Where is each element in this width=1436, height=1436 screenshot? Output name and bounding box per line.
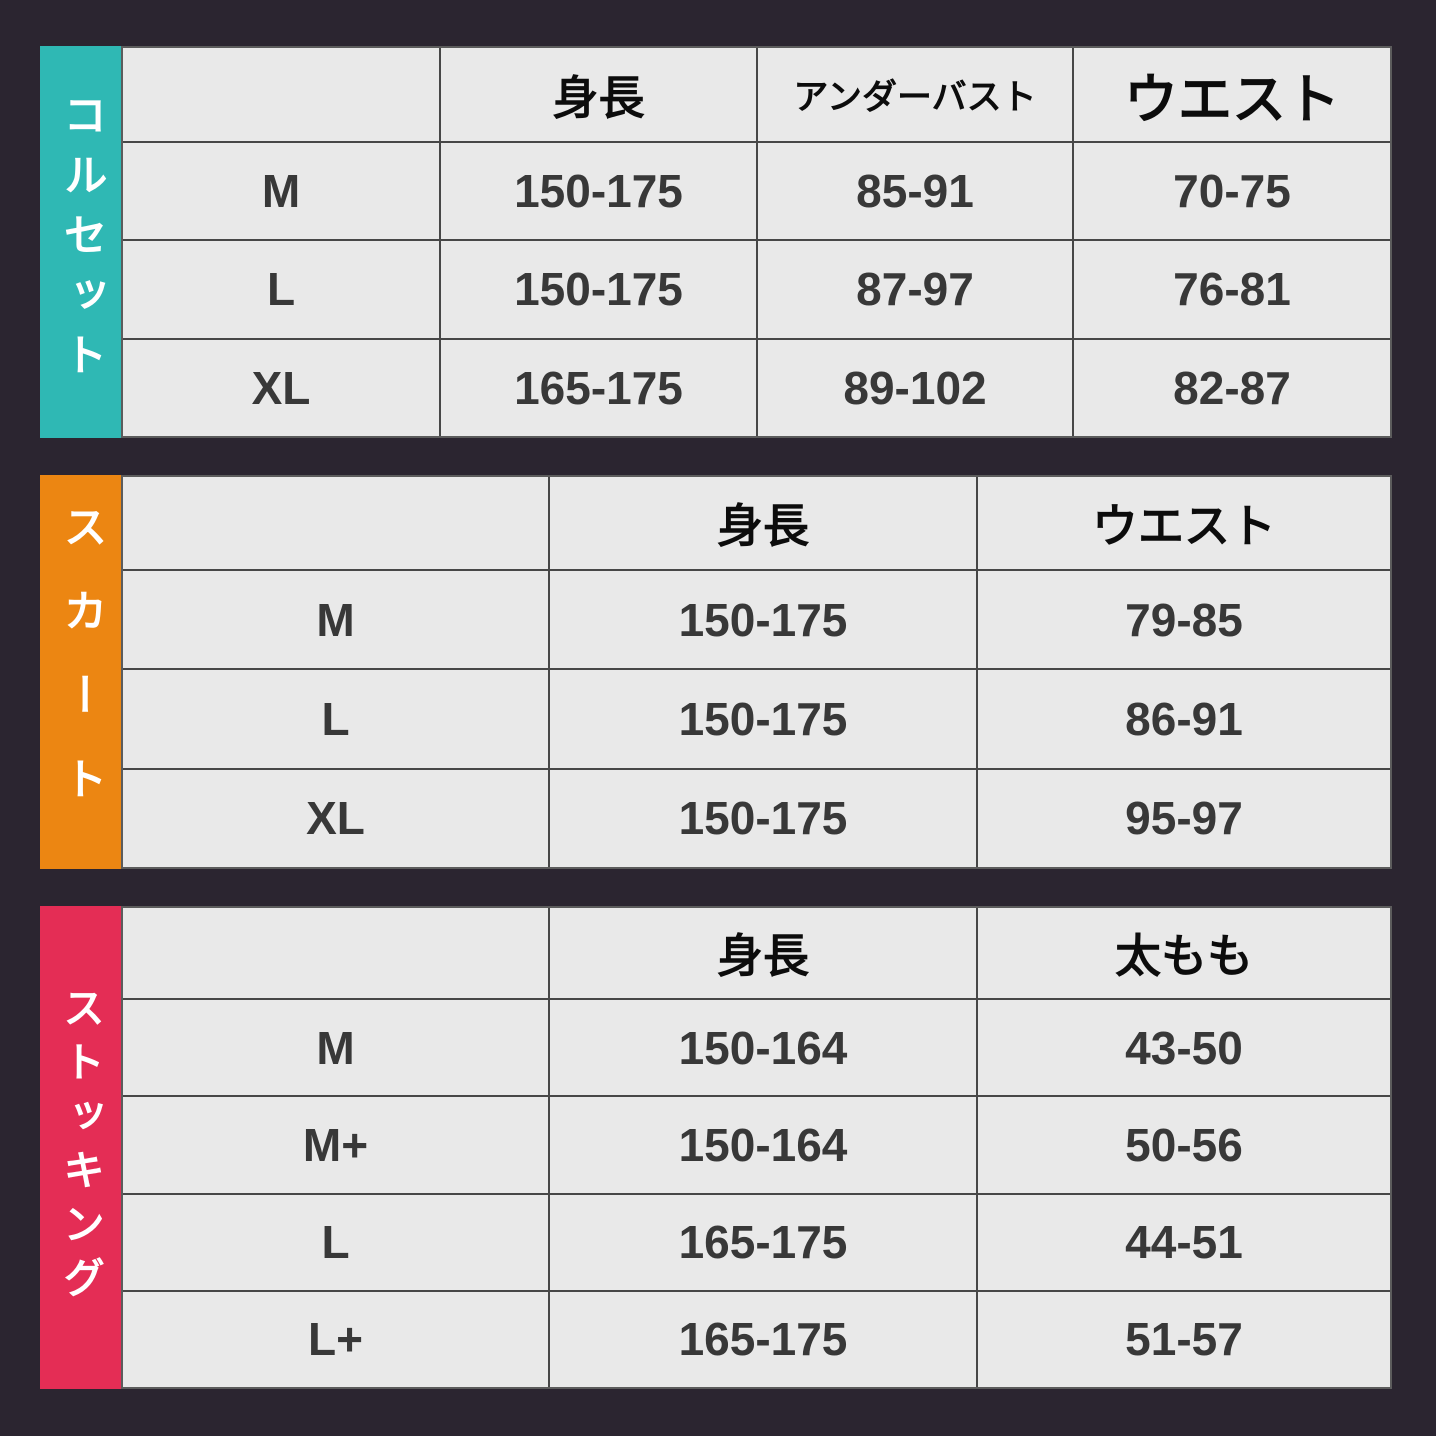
stockings-category-bar: ストッキング: [40, 906, 121, 1389]
skirt-value-cell: 150-175: [550, 571, 976, 669]
stockings-size-cell: M: [123, 1000, 548, 1096]
corset-value-cell: 150-175: [441, 241, 756, 338]
corset-value-cell: 165-175: [441, 339, 756, 436]
corset-category-bar: コルセット: [40, 46, 121, 438]
skirt-table-grid: 身長 ウエスト M 150-175 79-85 L 150-175 86-91 …: [121, 475, 1392, 869]
stockings-header-height: 身長: [550, 908, 976, 998]
skirt-value-cell: 86-91: [978, 670, 1390, 768]
corset-value-cell: 150-175: [441, 143, 756, 240]
skirt-header-waist: ウエスト: [978, 477, 1390, 569]
skirt-value-cell: 79-85: [978, 571, 1390, 669]
stockings-value-cell: 150-164: [550, 1000, 976, 1096]
corset-value-cell: 70-75: [1074, 143, 1390, 240]
corset-header-waist: ウエスト: [1074, 48, 1390, 141]
skirt-corner-cell: [123, 477, 548, 569]
stockings-category-label: ストッキング: [57, 985, 105, 1310]
stockings-value-cell: 51-57: [978, 1291, 1390, 1387]
corset-size-table: コルセット 身長 アンダーバスト ウエスト M 150-175 85-91 70…: [40, 46, 1392, 438]
stockings-header-thigh: 太もも: [978, 908, 1390, 998]
stockings-size-cell: L+: [123, 1291, 548, 1387]
corset-size-cell: XL: [123, 339, 439, 436]
stockings-value-cell: 50-56: [978, 1097, 1390, 1193]
corset-table-grid: 身長 アンダーバスト ウエスト M 150-175 85-91 70-75 L …: [121, 46, 1392, 438]
stockings-size-cell: L: [123, 1194, 548, 1290]
skirt-size-cell: L: [123, 670, 548, 768]
stockings-corner-cell: [123, 908, 548, 998]
corset-value-cell: 76-81: [1074, 241, 1390, 338]
stockings-table-grid: 身長 太もも M 150-164 43-50 M+ 150-164 50-56 …: [121, 906, 1392, 1389]
corset-header-height: 身長: [441, 48, 756, 141]
stockings-value-cell: 44-51: [978, 1194, 1390, 1290]
stockings-value-cell: 165-175: [550, 1194, 976, 1290]
stockings-size-table: ストッキング 身長 太もも M 150-164 43-50 M+ 150-164…: [40, 906, 1392, 1389]
stockings-value-cell: 43-50: [978, 1000, 1390, 1096]
stockings-value-cell: 165-175: [550, 1291, 976, 1387]
corset-corner-cell: [123, 48, 439, 141]
corset-value-cell: 85-91: [758, 143, 1072, 240]
skirt-category-bar: スカート: [40, 475, 121, 869]
stockings-value-cell: 150-164: [550, 1097, 976, 1193]
corset-category-label: コルセット: [56, 92, 106, 392]
corset-header-underbust: アンダーバスト: [758, 48, 1072, 141]
skirt-size-cell: M: [123, 571, 548, 669]
corset-value-cell: 87-97: [758, 241, 1072, 338]
skirt-header-height: 身長: [550, 477, 976, 569]
stockings-size-cell: M+: [123, 1097, 548, 1193]
skirt-value-cell: 150-175: [550, 769, 976, 867]
skirt-value-cell: 150-175: [550, 670, 976, 768]
corset-size-cell: M: [123, 143, 439, 240]
skirt-size-table: スカート 身長 ウエスト M 150-175 79-85 L 150-175 8…: [40, 475, 1392, 869]
corset-value-cell: 89-102: [758, 339, 1072, 436]
corset-value-cell: 82-87: [1074, 339, 1390, 436]
corset-size-cell: L: [123, 241, 439, 338]
skirt-category-label: スカート: [56, 504, 106, 840]
skirt-size-cell: XL: [123, 769, 548, 867]
skirt-value-cell: 95-97: [978, 769, 1390, 867]
